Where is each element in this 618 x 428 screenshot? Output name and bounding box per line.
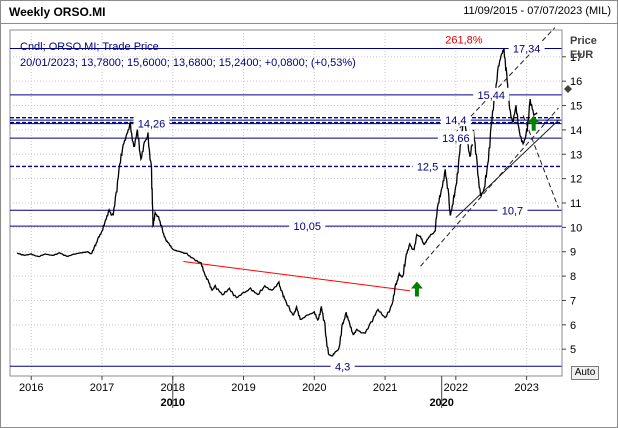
- y-tick-label: 9: [570, 247, 576, 259]
- level-labels: 17,34 15,44 14,4 14,26 13,66 12,5 10,7 10,05 4,3…: [133, 35, 545, 373]
- currency-axis-label: EUR: [570, 49, 593, 61]
- signal-arrows: [410, 115, 540, 297]
- y-tick-label: 13: [570, 149, 582, 161]
- level-label-bg: [289, 219, 326, 233]
- y-tick-label: 7: [570, 295, 576, 307]
- buy-arrow-icon: [527, 115, 540, 131]
- level-label-bg: [473, 87, 510, 101]
- trend-line: [455, 119, 559, 218]
- price-axis-label: Price: [570, 35, 597, 47]
- x-tick-label: 2020: [302, 382, 326, 394]
- level-label-bg: [497, 203, 528, 217]
- fib-annotation: 261,8%: [445, 35, 483, 47]
- level-label-bg: [508, 41, 545, 55]
- level-label: 10,7: [502, 205, 523, 217]
- date-range: 11/09/2015 - 07/07/2023 (MIL): [463, 5, 611, 17]
- level-label: 15,44: [477, 90, 505, 102]
- price-series: [16, 48, 538, 357]
- chart-header: Weekly ORSO.MI 11/09/2015 - 07/07/2023 (…: [1, 1, 617, 24]
- trend-line: [522, 115, 559, 209]
- trend-line: [420, 107, 559, 267]
- x-tick-label: 2021: [373, 382, 397, 394]
- y-tick-label: 11: [570, 198, 581, 210]
- y-tick-label: 17: [570, 52, 582, 64]
- grid: [10, 30, 562, 376]
- y-tick-label: 6: [570, 320, 576, 332]
- level-label: 13,66: [442, 133, 470, 145]
- x-tick-label: 2019: [231, 382, 255, 394]
- x-tick-label: 2023: [514, 382, 538, 394]
- x-tick-label: 2017: [90, 382, 114, 394]
- level-label-bg: [412, 159, 443, 173]
- y-tick-label: 5: [570, 344, 576, 356]
- last-price-marker-icon: [564, 85, 572, 93]
- level-label: 10,05: [293, 221, 321, 233]
- level-label: 12,5: [417, 161, 438, 173]
- y-tick-label: 10: [570, 222, 582, 234]
- level-label: 14,26: [138, 119, 166, 131]
- level-label-bg: [133, 116, 170, 130]
- y-tick-label: 14: [570, 125, 582, 137]
- y-tick-label: 8: [570, 271, 576, 283]
- level-label-bg: [437, 131, 474, 145]
- level-label: 17,34: [513, 44, 541, 56]
- x-tick-label: 2016: [19, 382, 43, 394]
- info-line-2: 20/01/2023; 13,7800; 15,6000; 13,6800; 1…: [20, 57, 356, 69]
- chart-title: Weekly ORSO.MI: [9, 5, 106, 19]
- level-label-bg: [440, 113, 471, 127]
- auto-scale-button[interactable]: Auto: [571, 366, 599, 380]
- level-label: 14,4: [445, 115, 466, 127]
- level-lines: [10, 48, 562, 367]
- x-tick-label: 2022: [444, 382, 468, 394]
- info-line-1: Cndl; ORSO.MI; Trade Price: [20, 41, 159, 53]
- level-label-bg: [330, 359, 355, 373]
- price-line: [16, 48, 538, 357]
- x-major-label: 2010: [161, 397, 185, 409]
- y-tick-label: 15: [570, 101, 582, 113]
- buy-arrow-icon: [410, 281, 423, 297]
- level-label: 4,3: [335, 361, 350, 373]
- trend-line: [183, 260, 410, 292]
- y-tick-label: 12: [570, 174, 582, 186]
- y-tick-label: 16: [570, 76, 582, 88]
- x-major-label: 2020: [429, 397, 453, 409]
- y-axis: 5 6 7 8 9 10 11 12 13 14 15 16 17: [561, 30, 582, 376]
